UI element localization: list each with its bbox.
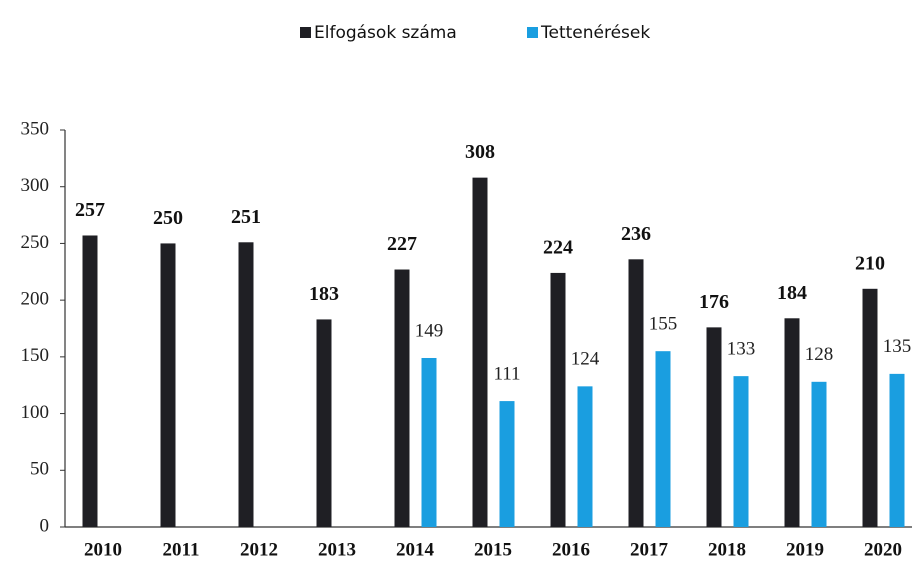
value-label: 183 bbox=[309, 283, 339, 305]
y-tick-label: 150 bbox=[21, 345, 50, 366]
x-tick-label: 2017 bbox=[630, 539, 669, 560]
y-tick-label: 350 bbox=[21, 118, 50, 139]
bar bbox=[550, 272, 566, 527]
bar bbox=[472, 177, 488, 527]
bar bbox=[706, 327, 722, 527]
value-label: 236 bbox=[621, 223, 651, 245]
x-tick-label: 2013 bbox=[318, 539, 356, 560]
y-tick-label: 200 bbox=[21, 289, 50, 310]
x-tick-label: 2019 bbox=[786, 539, 824, 560]
value-label: 250 bbox=[153, 207, 183, 229]
bar bbox=[889, 373, 905, 527]
value-label: 128 bbox=[805, 344, 834, 365]
value-label: 124 bbox=[571, 349, 600, 370]
value-label: 210 bbox=[855, 252, 885, 274]
legend-label: Tettenérések bbox=[540, 23, 650, 43]
y-tick-label: 0 bbox=[40, 515, 50, 536]
bar bbox=[238, 242, 254, 527]
bar bbox=[862, 288, 878, 527]
value-label: 224 bbox=[543, 237, 573, 259]
value-label: 308 bbox=[465, 141, 495, 163]
value-label: 111 bbox=[493, 363, 520, 384]
bar bbox=[733, 376, 749, 527]
bar bbox=[499, 401, 515, 527]
x-tick-label: 2020 bbox=[864, 539, 902, 560]
bar bbox=[394, 269, 410, 527]
bar bbox=[160, 243, 176, 527]
value-label: 155 bbox=[649, 314, 678, 335]
bar bbox=[811, 381, 827, 527]
x-tick-label: 2014 bbox=[396, 539, 435, 560]
x-tick-label: 2018 bbox=[708, 539, 746, 560]
value-label: 227 bbox=[387, 233, 417, 255]
value-label: 176 bbox=[699, 291, 729, 313]
bar bbox=[316, 319, 332, 527]
bar bbox=[421, 357, 437, 527]
x-tick-label: 2010 bbox=[84, 539, 122, 560]
legend-swatch bbox=[300, 27, 311, 38]
value-label: 184 bbox=[777, 282, 807, 304]
value-label: 133 bbox=[727, 338, 756, 359]
y-tick-label: 100 bbox=[21, 402, 50, 423]
y-tick-label: 50 bbox=[30, 459, 49, 480]
bar bbox=[784, 318, 800, 527]
legend-label: Elfogások száma bbox=[314, 23, 457, 43]
bar bbox=[655, 351, 671, 527]
value-label: 135 bbox=[883, 336, 912, 357]
x-tick-label: 2015 bbox=[474, 539, 512, 560]
value-label: 251 bbox=[231, 206, 261, 228]
value-label: 257 bbox=[75, 199, 105, 221]
y-tick-label: 300 bbox=[21, 175, 50, 196]
legend-swatch bbox=[527, 27, 538, 38]
y-tick-label: 250 bbox=[21, 232, 50, 253]
x-tick-label: 2016 bbox=[552, 539, 590, 560]
x-tick-label: 2012 bbox=[240, 539, 278, 560]
bar bbox=[82, 235, 98, 527]
x-tick-label: 2011 bbox=[163, 539, 200, 560]
bar bbox=[628, 259, 644, 527]
value-label: 149 bbox=[415, 320, 444, 341]
bar bbox=[577, 386, 593, 527]
